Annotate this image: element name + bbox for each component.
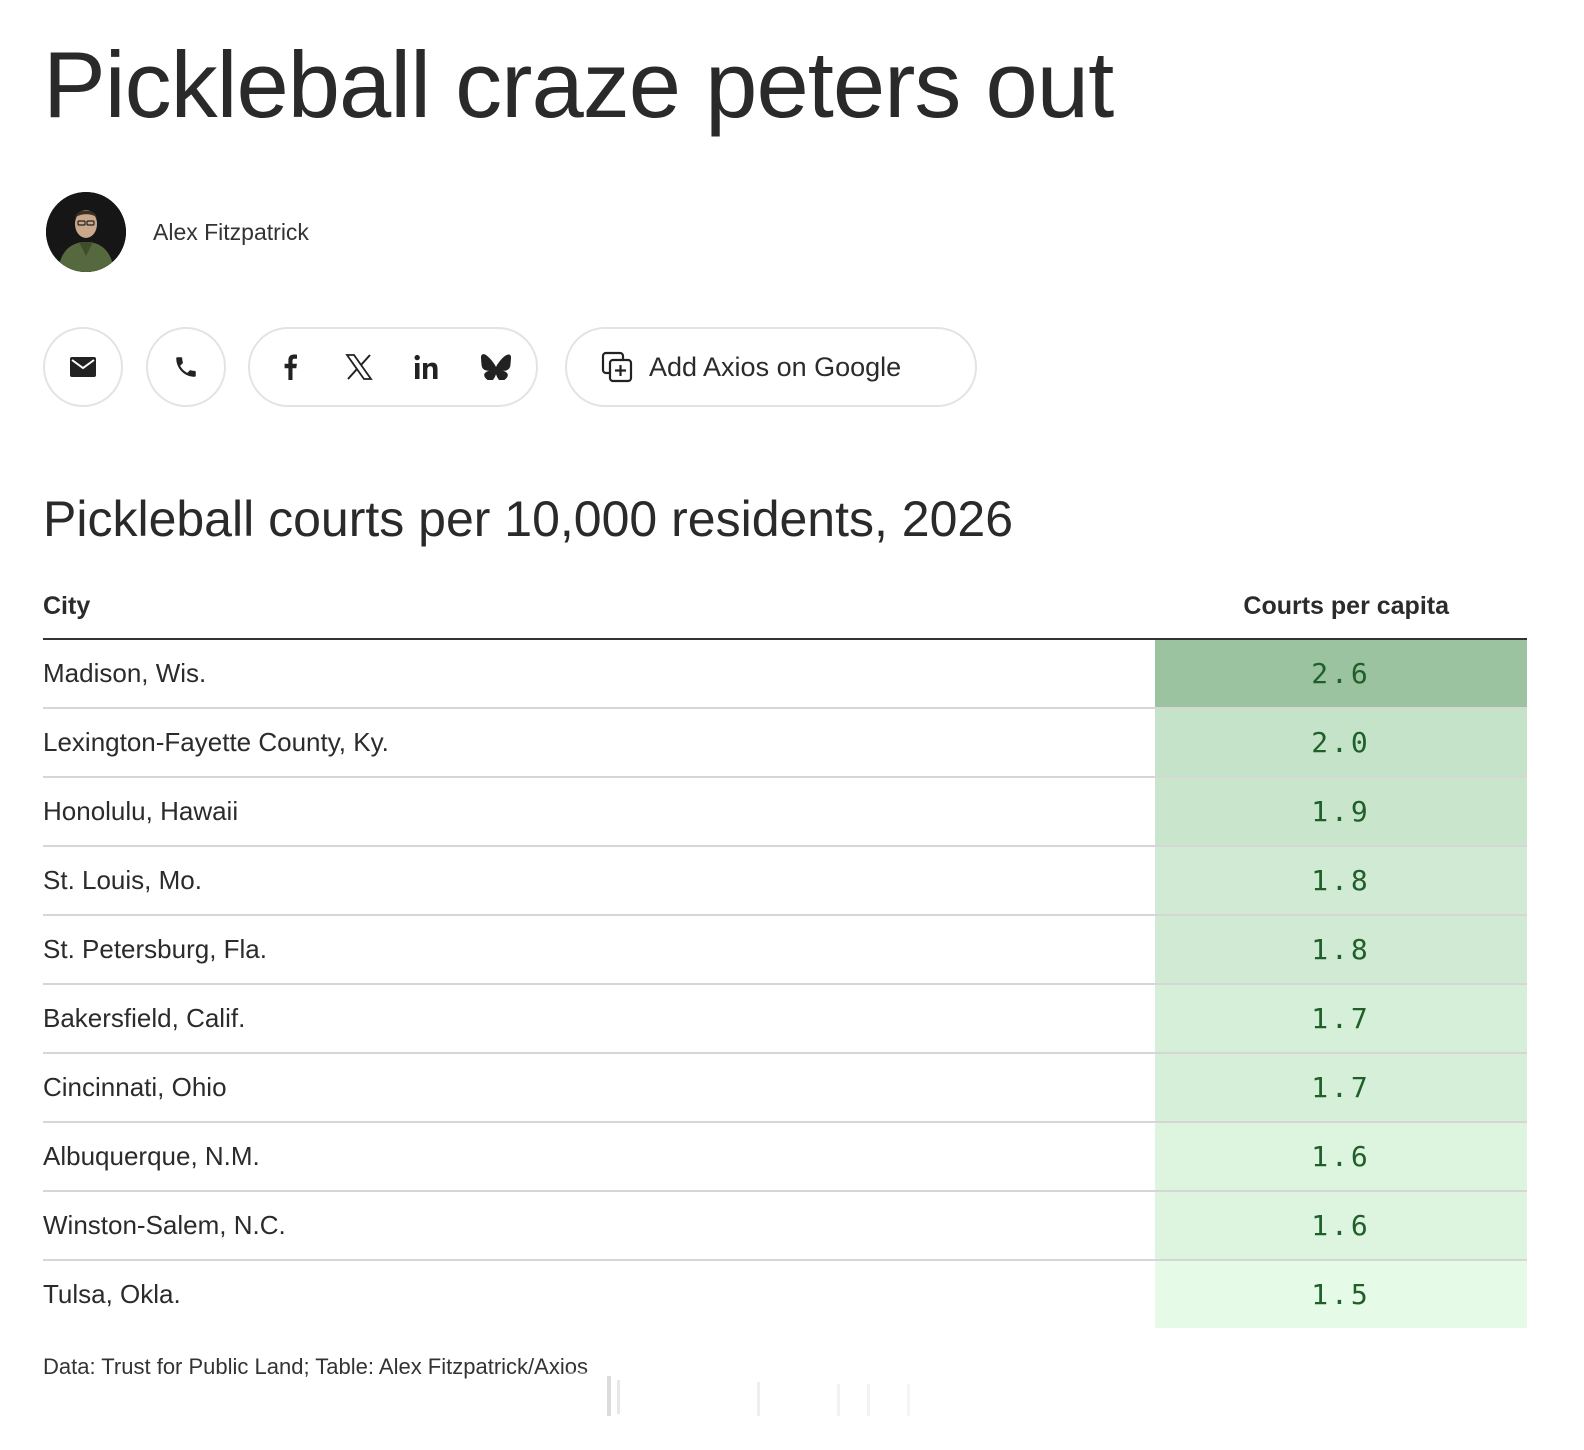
courts-value-cell: 1.7 bbox=[1155, 1054, 1527, 1121]
city-cell: Winston-Salem, N.C. bbox=[43, 1210, 286, 1240]
author-avatar[interactable] bbox=[46, 192, 126, 272]
courts-value-cell: 2.6 bbox=[1155, 640, 1527, 707]
table-body: Madison, Wis. 2.6 Lexington-Fayette County… bbox=[43, 640, 1527, 1328]
x-icon[interactable] bbox=[339, 347, 379, 387]
author-name[interactable]: Alex Fitzpatrick bbox=[153, 218, 309, 245]
data-table: City Courts per capita Madison, Wis. 2.6 L… bbox=[43, 580, 1527, 1328]
table-row: Madison, Wis. 2.6 bbox=[43, 640, 1527, 709]
add-axios-on-google-button[interactable]: Add Axios on Google bbox=[565, 327, 977, 407]
table-row: Cincinnati, Ohio 1.7 bbox=[43, 1054, 1527, 1123]
city-cell: Bakersfield, Calif. bbox=[43, 1003, 246, 1033]
email-share-button[interactable] bbox=[43, 327, 123, 407]
courts-value-cell: 1.6 bbox=[1155, 1123, 1527, 1190]
avatar-photo bbox=[46, 192, 126, 272]
table-row: St. Petersburg, Fla. 1.8 bbox=[43, 916, 1527, 985]
add-axios-on-google-label: Add Axios on Google bbox=[649, 351, 902, 382]
source-note: Data: Trust for Public Land; Table: Alex… bbox=[43, 1354, 588, 1379]
column-header-courts: Courts per capita bbox=[1243, 592, 1449, 620]
table-row: Winston-Salem, N.C. 1.6 bbox=[43, 1192, 1527, 1261]
courts-value-cell: 1.7 bbox=[1155, 985, 1527, 1052]
table-row: Honolulu, Hawaii 1.9 bbox=[43, 778, 1527, 847]
city-cell: Honolulu, Hawaii bbox=[43, 796, 239, 826]
courts-value-cell: 1.8 bbox=[1155, 847, 1527, 914]
courts-value-cell: 1.6 bbox=[1155, 1192, 1527, 1259]
byline: Alex Fitzpatrick bbox=[46, 192, 309, 272]
courts-value-cell: 1.8 bbox=[1155, 916, 1527, 983]
social-share-group bbox=[248, 327, 538, 407]
scrollbar-artifact bbox=[567, 1372, 911, 1418]
city-cell: Albuquerque, N.M. bbox=[43, 1141, 260, 1171]
table-row: St. Louis, Mo. 1.8 bbox=[43, 847, 1527, 916]
email-icon bbox=[63, 347, 103, 387]
table-row: Bakersfield, Calif. 1.7 bbox=[43, 985, 1527, 1054]
city-cell: Tulsa, Okla. bbox=[43, 1279, 181, 1309]
linkedin-icon[interactable] bbox=[407, 347, 447, 387]
table-title: Pickleball courts per 10,000 residents, … bbox=[43, 491, 1014, 547]
city-cell: St. Louis, Mo. bbox=[43, 865, 202, 895]
phone-share-button[interactable] bbox=[146, 327, 226, 407]
city-cell: St. Petersburg, Fla. bbox=[43, 934, 267, 964]
bluesky-icon[interactable] bbox=[476, 347, 516, 387]
courts-value-cell: 2.0 bbox=[1155, 709, 1527, 776]
column-header-city: City bbox=[43, 592, 91, 620]
city-cell: Lexington-Fayette County, Ky. bbox=[43, 727, 389, 757]
facebook-icon[interactable] bbox=[270, 347, 310, 387]
add-to-google-icon bbox=[597, 347, 637, 387]
city-cell: Cincinnati, Ohio bbox=[43, 1072, 227, 1102]
headline: Pickleball craze peters out bbox=[43, 32, 1114, 137]
table-row: Lexington-Fayette County, Ky. 2.0 bbox=[43, 709, 1527, 778]
table-row: Tulsa, Okla. 1.5 bbox=[43, 1261, 1527, 1328]
courts-value-cell: 1.5 bbox=[1155, 1261, 1527, 1328]
city-cell: Madison, Wis. bbox=[43, 658, 207, 688]
table-header: City Courts per capita bbox=[43, 580, 1527, 640]
table-row: Albuquerque, N.M. 1.6 bbox=[43, 1123, 1527, 1192]
phone-icon bbox=[166, 347, 206, 387]
courts-value-cell: 1.9 bbox=[1155, 778, 1527, 845]
